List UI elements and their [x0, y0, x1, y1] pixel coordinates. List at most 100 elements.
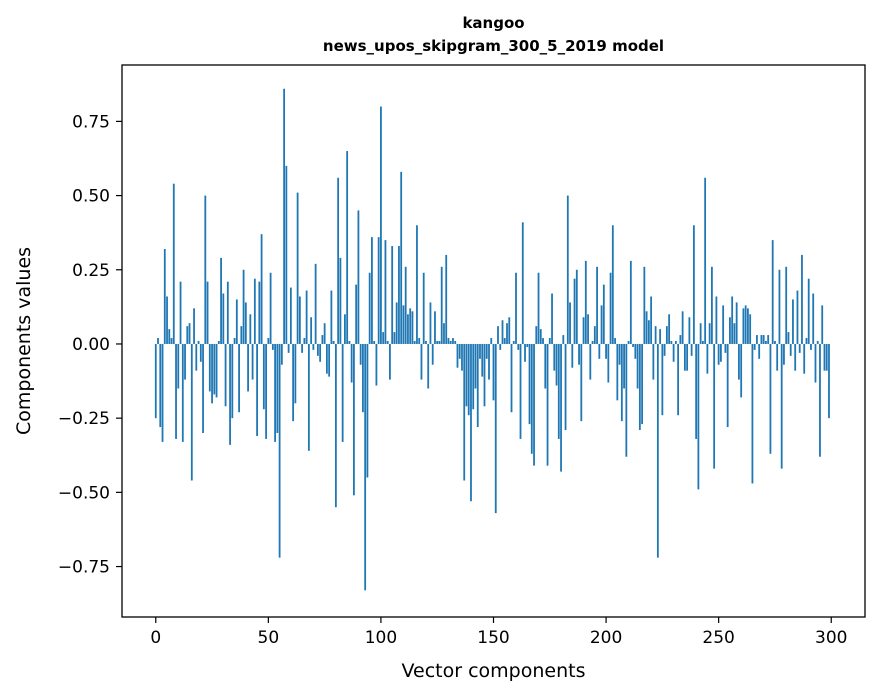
bar	[560, 343, 562, 472]
bar	[483, 343, 486, 407]
x-tick-label: 250	[702, 628, 734, 648]
bar	[557, 343, 560, 439]
bar	[330, 290, 333, 344]
bar	[701, 341, 704, 344]
bar	[409, 308, 412, 344]
bar	[575, 269, 578, 344]
bar	[184, 343, 186, 380]
bar	[431, 343, 434, 365]
bar	[807, 278, 810, 344]
bar	[251, 343, 254, 380]
x-tick-label: 200	[590, 628, 622, 648]
bar	[729, 317, 731, 344]
bar	[233, 338, 236, 344]
bar	[544, 343, 547, 389]
bar	[787, 332, 790, 344]
bar	[663, 343, 666, 356]
bar	[738, 343, 740, 380]
bar	[659, 329, 662, 344]
bar	[188, 323, 191, 344]
bar	[283, 88, 286, 344]
bar	[458, 343, 461, 359]
bar	[384, 240, 387, 344]
bar	[724, 343, 727, 353]
bar	[801, 254, 803, 344]
bar	[287, 343, 290, 353]
bar	[492, 343, 495, 401]
bar	[271, 343, 274, 350]
bar	[708, 323, 711, 344]
bar	[753, 343, 756, 350]
bar	[566, 195, 569, 344]
bar	[391, 246, 394, 344]
bar	[683, 343, 686, 371]
bar	[476, 343, 479, 428]
bar	[747, 308, 749, 344]
bar	[382, 332, 385, 344]
bar	[159, 343, 162, 428]
bar	[596, 266, 598, 344]
bar	[161, 343, 164, 442]
bar	[325, 343, 328, 374]
bar	[605, 343, 607, 359]
bar	[569, 302, 571, 344]
bar	[614, 338, 616, 344]
bar	[395, 302, 398, 344]
bar	[611, 225, 614, 344]
bar	[609, 272, 612, 344]
bar	[407, 314, 409, 344]
bar	[235, 299, 238, 344]
bar	[713, 343, 716, 469]
bar	[720, 343, 722, 362]
y-tick-label: 0.00	[72, 335, 110, 355]
bar	[510, 343, 513, 413]
bar	[816, 341, 819, 344]
y-tick-label: −0.25	[58, 409, 110, 429]
bar	[805, 338, 808, 344]
bar	[371, 237, 373, 344]
bar	[294, 343, 297, 404]
bar	[339, 257, 342, 344]
bar	[524, 343, 526, 362]
bar	[652, 343, 655, 380]
bar	[825, 343, 828, 371]
bar	[798, 343, 801, 353]
bar	[506, 323, 508, 344]
bar	[393, 332, 396, 344]
bar	[157, 338, 159, 344]
bar	[298, 296, 301, 344]
bar	[501, 320, 504, 344]
bar	[765, 341, 767, 344]
bar	[364, 343, 367, 591]
bar	[767, 335, 770, 344]
bar	[670, 341, 673, 344]
chart-subtitle: news_upos_skipgram_300_5_2019 model	[323, 37, 664, 55]
bar	[208, 343, 211, 392]
bar	[771, 240, 774, 344]
bar	[249, 314, 252, 344]
bar	[562, 335, 565, 344]
bar	[179, 281, 182, 344]
bar	[386, 341, 389, 344]
bar	[422, 272, 425, 344]
bar	[740, 343, 743, 398]
bar	[479, 343, 481, 359]
x-tick-label: 150	[477, 628, 509, 648]
bar	[199, 343, 202, 362]
bar	[204, 195, 207, 344]
bar	[796, 290, 799, 344]
bar	[695, 343, 698, 439]
bar	[692, 225, 695, 344]
bar	[467, 343, 470, 416]
bar	[247, 343, 249, 392]
bar	[490, 338, 493, 344]
bar	[497, 326, 499, 344]
bar	[819, 343, 821, 457]
bar	[258, 281, 261, 344]
bar	[582, 317, 585, 344]
bar	[465, 343, 468, 407]
bar	[778, 269, 781, 344]
y-tick-label: 0.25	[72, 261, 110, 281]
bar	[735, 302, 738, 344]
bar	[240, 326, 243, 344]
